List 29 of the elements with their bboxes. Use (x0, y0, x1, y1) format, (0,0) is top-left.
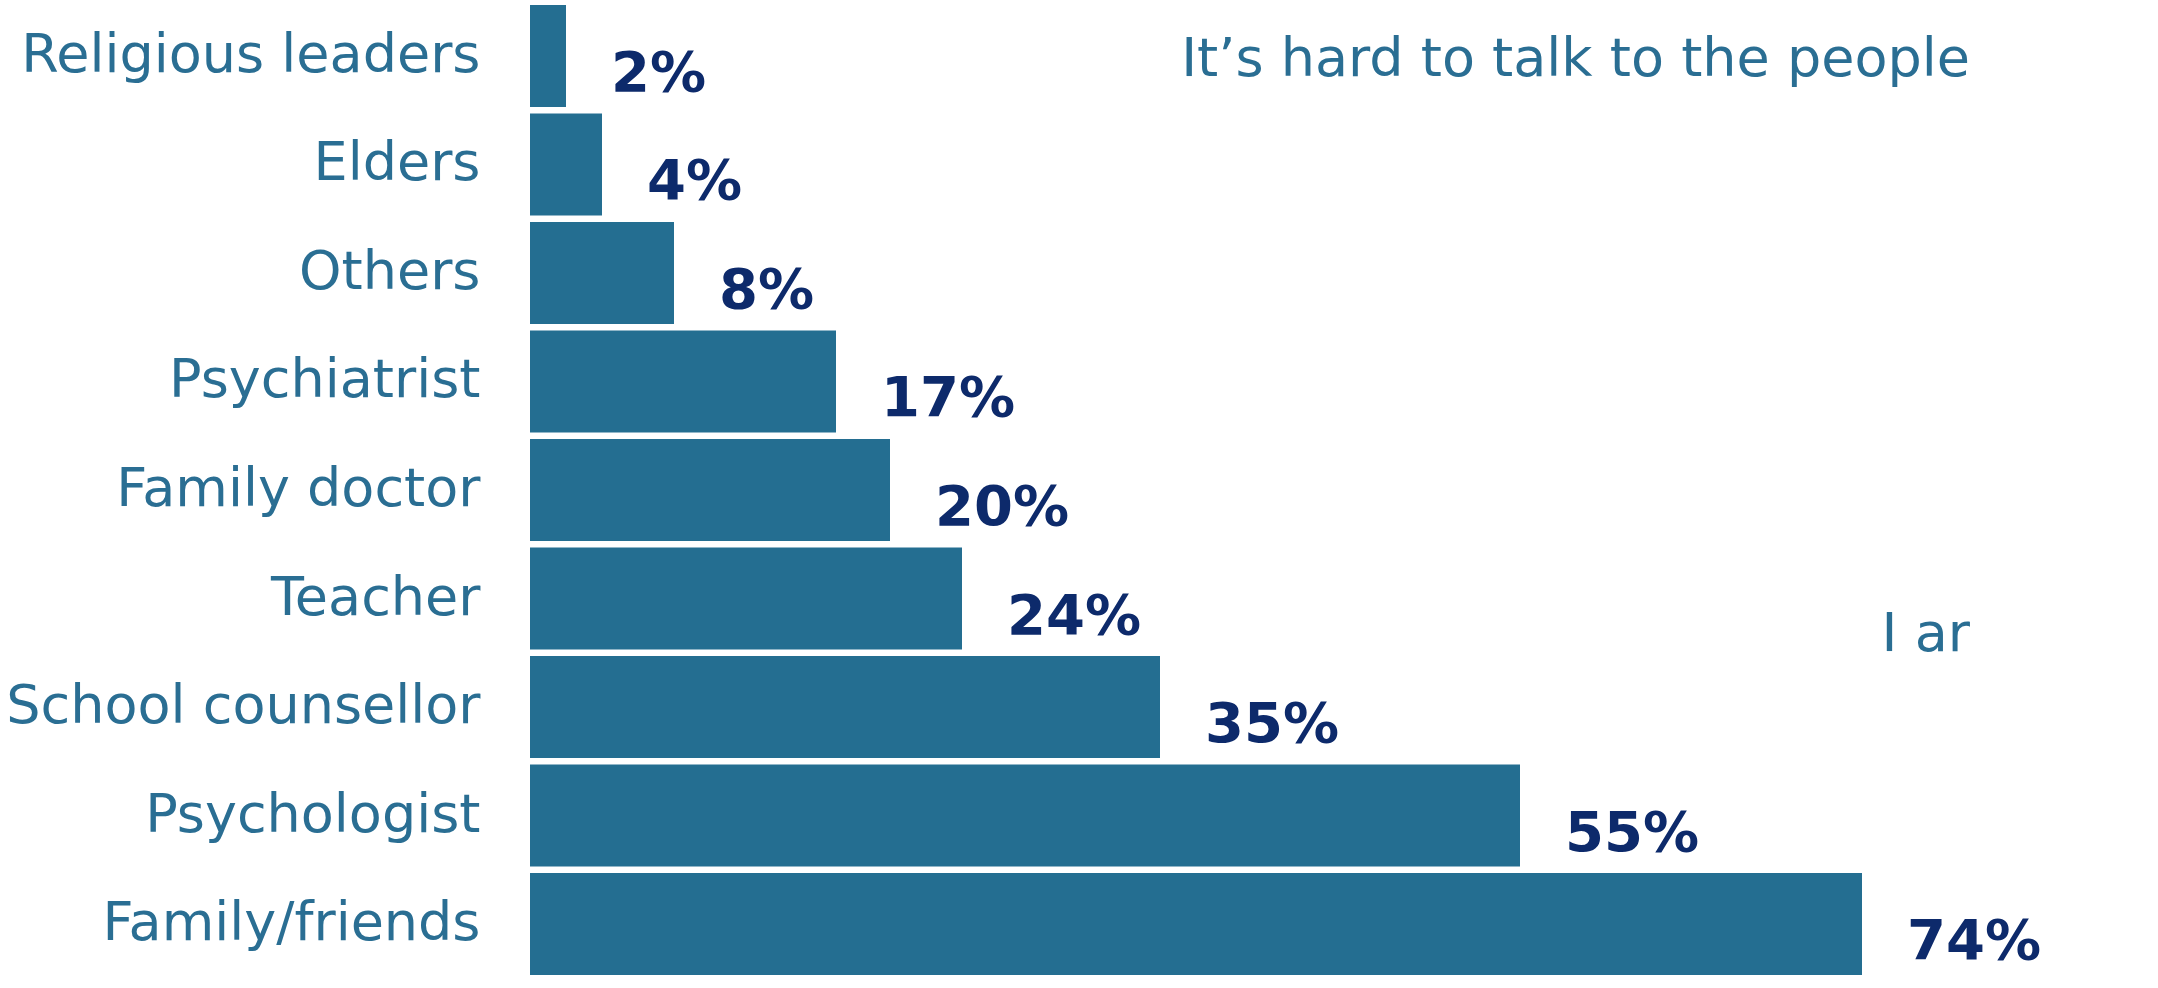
y-tick-label: Psychologist (145, 781, 481, 845)
bar (530, 113, 602, 216)
y-tick-label: Teacher (270, 564, 482, 628)
annotation: It’s hard to talk to the people (1181, 26, 1970, 89)
data-label: 20% (935, 473, 1070, 538)
bar (530, 222, 674, 324)
text: I ar (1881, 601, 1971, 664)
data-label: 74% (1907, 907, 2042, 972)
y-tick-label: Family doctor (116, 456, 482, 519)
y-tick-label: Psychiatrist (169, 347, 481, 411)
y-tick-label: Religious leaders (21, 22, 481, 85)
bar (530, 5, 566, 107)
bar (530, 656, 1160, 758)
data-label: 55% (1565, 798, 1700, 864)
data-label: 35% (1205, 690, 1340, 755)
bar (530, 873, 1862, 975)
y-tick-label: Family/friends (102, 890, 481, 953)
bar (530, 547, 962, 650)
y-tick-label: Others (299, 239, 481, 302)
data-label: 8% (719, 256, 815, 321)
bar (530, 439, 890, 541)
y-tick-label: School counsellor (6, 673, 482, 736)
data-label: 17% (881, 364, 1016, 430)
data-label: 4% (647, 147, 743, 213)
data-label: 24% (1007, 581, 1142, 647)
bar (530, 330, 836, 433)
data-label: 2% (611, 39, 707, 104)
bar (530, 764, 1520, 867)
y-tick-label: Elders (313, 130, 481, 194)
